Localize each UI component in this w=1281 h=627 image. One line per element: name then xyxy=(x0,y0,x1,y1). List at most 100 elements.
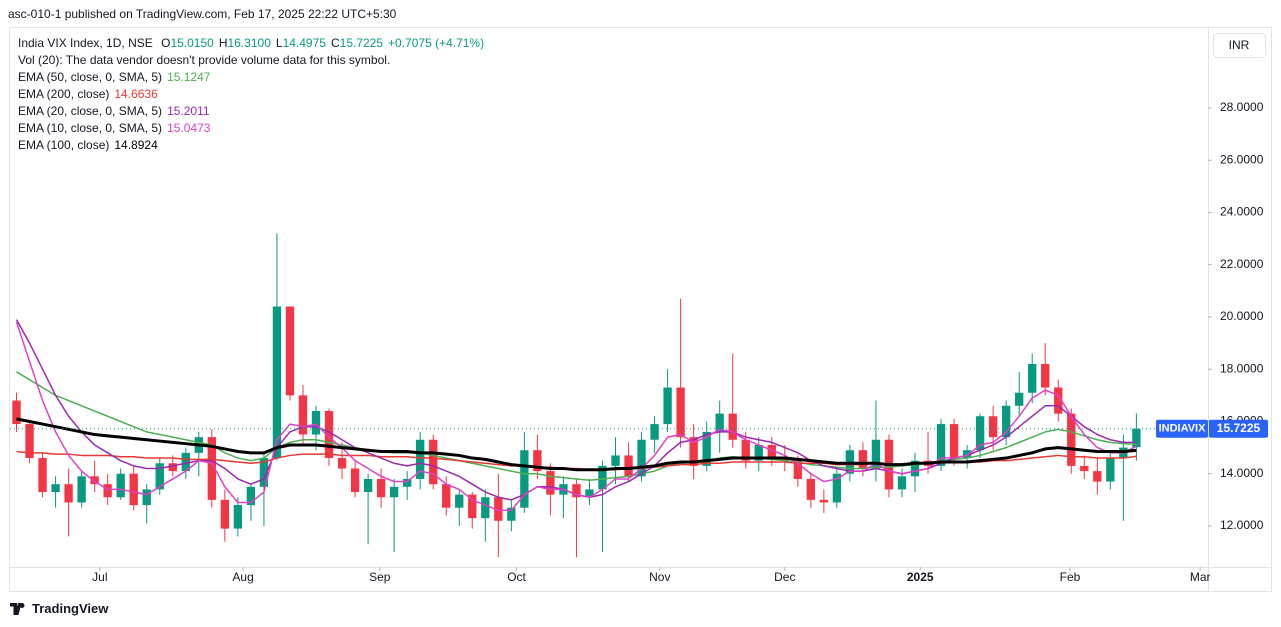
candle-body xyxy=(663,387,672,425)
x-tick-label: Dec xyxy=(774,570,795,584)
x-tick-label: Sep xyxy=(369,570,391,584)
candle-body xyxy=(220,499,230,529)
candle-body xyxy=(689,437,698,466)
candle-body xyxy=(858,450,868,469)
y-tick-label: 28.0000 xyxy=(1220,100,1264,114)
ohlc-key: O xyxy=(161,36,171,50)
candle-body xyxy=(416,439,425,479)
legend-name: EMA (10, close, 0, SMA, 5) xyxy=(18,121,163,135)
footer: TradingView xyxy=(10,601,108,616)
candle-body xyxy=(494,497,503,521)
candle-body xyxy=(285,306,295,396)
candle-body xyxy=(741,439,750,461)
candle-body xyxy=(311,411,321,435)
candle-body xyxy=(598,465,607,490)
candle-body xyxy=(728,413,737,440)
y-tick-label: 24.0000 xyxy=(1220,205,1264,219)
volume-row: Vol (20): The data vendor doesn't provid… xyxy=(18,52,489,69)
candle-body xyxy=(142,489,151,506)
y-tick-label: 26.0000 xyxy=(1220,152,1264,166)
candle-body xyxy=(298,395,308,435)
currency-button[interactable] xyxy=(1213,33,1266,58)
x-tick-label: Aug xyxy=(232,570,253,584)
candle-body xyxy=(259,458,269,487)
ema-line xyxy=(16,417,1137,472)
candle-body xyxy=(402,478,412,487)
candle-body xyxy=(389,486,399,498)
legend-name: EMA (100, close) xyxy=(18,138,110,152)
legend-entry: EMA (10, close, 0, SMA, 5) 15.0473 xyxy=(18,120,489,137)
published-line: asc-010-1 published on TradingView.com, … xyxy=(8,7,397,21)
ohlc-value: 15.0150 xyxy=(170,36,214,50)
candle-body xyxy=(481,497,490,519)
chart-frame xyxy=(9,27,1272,592)
legend-value: 15.2011 xyxy=(167,104,210,118)
candle-body xyxy=(507,507,516,521)
candle-body xyxy=(64,484,73,503)
symbol: India VIX Index, 1D, NSE xyxy=(18,36,153,50)
legend-name: EMA (200, close) xyxy=(18,87,110,101)
candle-body xyxy=(90,476,99,485)
y-tick-label: 22.0000 xyxy=(1220,257,1264,271)
price-badge xyxy=(1209,419,1268,438)
ohlc-value: 14.4975 xyxy=(282,36,326,50)
candle-body xyxy=(546,471,555,495)
candle-body xyxy=(520,450,529,508)
candle-body xyxy=(1015,392,1024,406)
candle-body xyxy=(77,476,86,503)
volume-note: Vol (20): The data vendor doesn't provid… xyxy=(18,53,391,67)
candle-body xyxy=(1067,413,1076,466)
y-tick-label: 18.0000 xyxy=(1220,361,1264,375)
legend-entry: EMA (100, close) 14.8924 xyxy=(18,137,489,154)
symbol-row: India VIX Index, 1D, NSE O15.0150 H16.310… xyxy=(18,35,489,52)
x-tick-label: Oct xyxy=(507,570,526,584)
y-tick-label: 14.0000 xyxy=(1220,466,1264,480)
x-tick-label: Feb xyxy=(1060,570,1081,584)
plot-area xyxy=(10,233,1208,558)
candle-body xyxy=(51,484,60,493)
legend-value: 15.0473 xyxy=(167,121,211,135)
ticker-label: INDIAVIX xyxy=(1159,423,1207,435)
candle-body xyxy=(429,439,438,485)
candle-body xyxy=(806,478,816,500)
candle-body xyxy=(936,424,946,466)
candle-body xyxy=(650,424,659,440)
candle-body xyxy=(1028,363,1037,393)
x-tick-label: Mar xyxy=(1190,570,1211,584)
candle-body xyxy=(324,411,334,459)
candle-body xyxy=(442,484,451,508)
candle-body xyxy=(1001,405,1011,438)
candle-body xyxy=(988,416,998,438)
candle-body xyxy=(350,468,360,493)
candle-body xyxy=(116,473,125,498)
candle-body xyxy=(468,494,477,519)
candle-body xyxy=(337,458,347,469)
candle-body xyxy=(207,437,217,500)
candle-body xyxy=(910,460,920,477)
legend-value: 15.1247 xyxy=(167,70,211,84)
candle-body xyxy=(533,450,542,472)
footer-brand: TradingView xyxy=(32,601,109,616)
currency[interactable]: INR xyxy=(1229,38,1250,52)
ohlc-value: 15.7225 xyxy=(339,36,384,50)
candle-body xyxy=(819,499,829,503)
legend-entry: EMA (20, close, 0, SMA, 5) 15.2011 xyxy=(18,103,489,120)
ohlc-value: 16.3100 xyxy=(227,36,271,50)
legend: India VIX Index, 1D, NSE O15.0150 H16.310… xyxy=(18,35,489,154)
legend-value: 14.6636 xyxy=(114,87,158,101)
candle-body xyxy=(572,484,581,498)
candle-body xyxy=(103,484,112,498)
candle-body xyxy=(585,489,594,498)
candle-body xyxy=(376,478,386,498)
candle-body xyxy=(25,424,34,459)
candle-body xyxy=(832,473,842,503)
legend-entry: EMA (200, close) 14.6636 xyxy=(18,86,489,103)
candle-body xyxy=(637,439,646,477)
candle-body xyxy=(611,455,620,466)
candle-body xyxy=(767,444,776,459)
candle-body xyxy=(754,444,763,461)
x-tick-label: Nov xyxy=(649,570,670,584)
candle-body xyxy=(1106,458,1115,482)
candle-body xyxy=(363,478,373,493)
